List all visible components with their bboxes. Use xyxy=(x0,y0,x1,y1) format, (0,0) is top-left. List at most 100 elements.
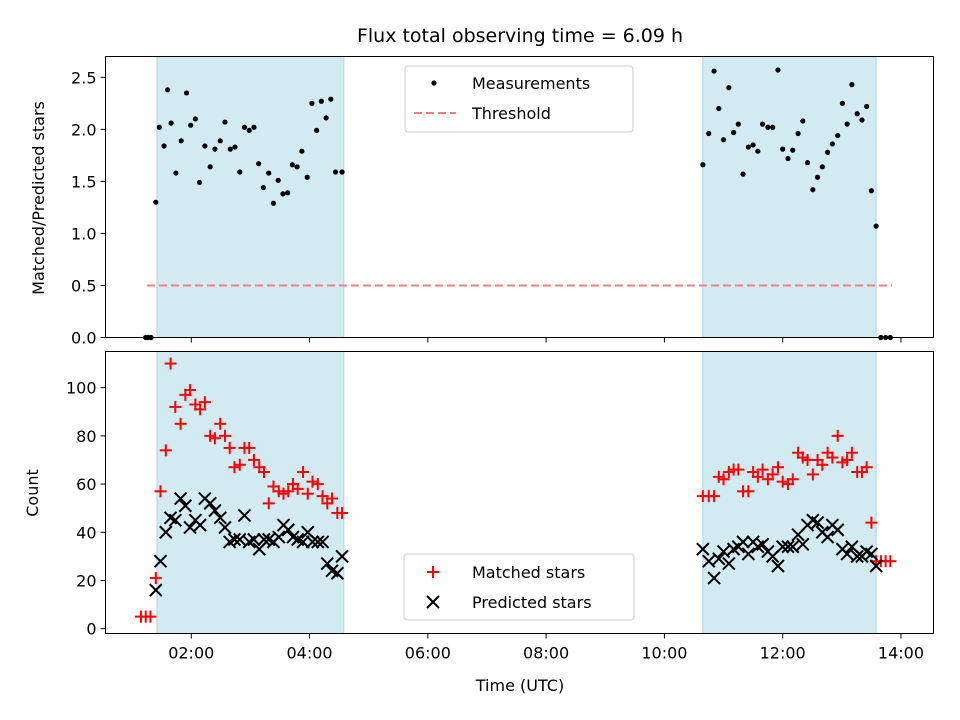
matched-star-point xyxy=(228,461,241,474)
matched-star-point xyxy=(144,610,157,623)
measurement-point xyxy=(285,190,291,196)
bottom-x-tick-label: 14:00 xyxy=(878,644,924,663)
matched-star-point xyxy=(223,441,236,454)
matched-star-point xyxy=(708,490,721,503)
measurement-point xyxy=(260,185,267,191)
matched-star-point xyxy=(786,473,799,486)
measurement-point xyxy=(332,169,339,175)
predicted-star-point xyxy=(869,559,883,573)
predicted-star-point xyxy=(850,549,864,564)
measurement-point xyxy=(196,179,203,186)
measurement-point xyxy=(720,137,727,143)
legend-matched-marker xyxy=(427,566,439,578)
measurement-point xyxy=(289,162,295,168)
matched-star-point xyxy=(717,473,730,486)
measurement-point xyxy=(765,124,771,130)
measurement-point xyxy=(309,100,315,106)
matched-star-point xyxy=(306,475,319,488)
measurement-point xyxy=(270,200,277,206)
top-legend-box xyxy=(404,65,634,133)
matched-star-point xyxy=(336,506,349,519)
bottom-y-tick-label: 40 xyxy=(76,523,96,542)
measurement-point xyxy=(873,223,879,229)
measurement-point xyxy=(706,130,712,137)
predicted-star-point xyxy=(796,537,810,552)
top-y-tick-label: 1.5 xyxy=(71,172,96,191)
bottom-y-tick-label: 0 xyxy=(86,620,96,639)
matched-star-point xyxy=(301,487,314,500)
measurement-point xyxy=(735,121,741,127)
measurement-point xyxy=(222,119,228,125)
matched-star-point xyxy=(291,482,304,495)
matched-star-point xyxy=(831,429,844,442)
predicted-star-point xyxy=(305,535,320,549)
bottom-y-tick-label: 80 xyxy=(76,427,96,446)
predicted-star-point xyxy=(722,556,736,571)
bottom-x-tick-label: 02:00 xyxy=(168,644,214,663)
bottom-x-tick-label: 12:00 xyxy=(760,644,806,663)
measurement-point xyxy=(700,162,706,168)
measurement-point xyxy=(745,144,751,150)
measurement-point xyxy=(217,138,223,144)
measurement-point xyxy=(202,143,208,149)
predicted-star-point xyxy=(315,535,330,549)
top-y-axis-label: Matched/Predicted stars xyxy=(29,101,48,295)
predicted-star-point xyxy=(755,537,770,552)
top-legend: Measurements Threshold xyxy=(404,65,634,133)
measurement-point xyxy=(726,85,732,91)
matched-star-point xyxy=(208,432,221,445)
measurement-point xyxy=(859,117,865,123)
matched-star-point xyxy=(149,572,162,585)
measurement-point xyxy=(780,146,786,152)
top-y-ticks: 0.0 0.5 1.0 1.5 2.0 2.5 xyxy=(71,68,106,348)
measurement-point xyxy=(280,191,286,197)
measurement-point xyxy=(730,129,737,136)
predicted-star-point xyxy=(716,544,731,559)
predicted-star-point xyxy=(335,549,349,564)
measurement-point xyxy=(814,174,821,180)
predicted-star-point xyxy=(736,535,750,549)
bottom-legend: Matched stars Predicted stars xyxy=(403,553,635,621)
measurement-point xyxy=(168,120,174,126)
matched-star-point xyxy=(198,396,211,409)
measurement-point xyxy=(318,98,324,104)
measurement-point xyxy=(165,87,171,93)
matched-star-point xyxy=(816,458,829,471)
measurement-point xyxy=(839,100,846,106)
predicted-star-point xyxy=(702,554,716,568)
bottom-x-tick-label: 10:00 xyxy=(641,644,687,663)
predicted-star-point xyxy=(272,530,286,544)
measurement-point xyxy=(232,144,238,150)
matched-star-point xyxy=(766,468,779,481)
measurement-point xyxy=(178,138,184,144)
measurement-point xyxy=(750,142,756,148)
measurement-point xyxy=(212,146,218,152)
matched-star-point xyxy=(154,485,167,498)
matched-star-point xyxy=(771,461,784,474)
matched-star-point xyxy=(326,492,339,505)
top-y-tick-label: 2.0 xyxy=(71,120,96,139)
top-y-tick-label: 0.0 xyxy=(71,329,96,348)
matched-star-point xyxy=(159,444,172,457)
measurement-point xyxy=(183,90,190,96)
measurement-point xyxy=(868,188,875,194)
top-x-ticks xyxy=(190,337,902,343)
matched-star-point xyxy=(169,400,182,413)
matched-star-point xyxy=(756,463,769,476)
matched-star-point xyxy=(841,453,854,466)
measurement-point xyxy=(314,127,320,133)
bottom-y-axis-label: Count xyxy=(23,469,42,517)
measurement-point xyxy=(825,149,831,155)
measurement-point xyxy=(849,82,855,88)
matched-star-point xyxy=(164,357,177,370)
legend-measurements-label: Measurements xyxy=(472,74,590,93)
measurement-point xyxy=(304,174,310,180)
matched-star-point xyxy=(282,485,295,498)
matched-star-point xyxy=(247,453,260,466)
matched-star-point xyxy=(801,453,814,466)
predicted-star-point xyxy=(781,540,795,554)
measurement-point xyxy=(294,164,300,170)
bottom-x-tick-label: 04:00 xyxy=(286,644,332,663)
matched-star-point xyxy=(174,417,187,430)
